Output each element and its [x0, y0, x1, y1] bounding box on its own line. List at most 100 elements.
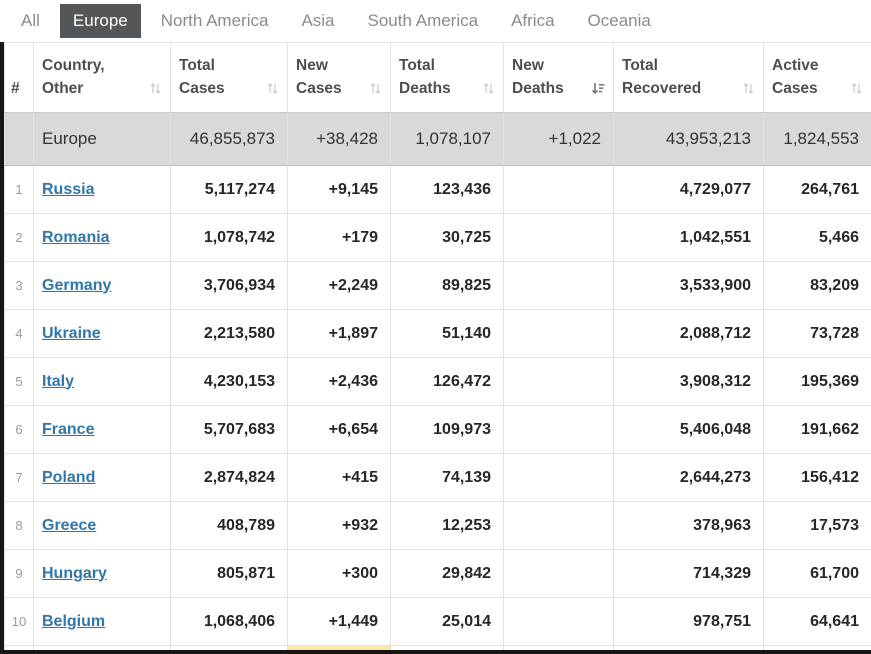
total-deaths-cell: 126,472 [390, 357, 504, 406]
total-recovered-cell: 2,644,273 [613, 453, 764, 502]
tab-all[interactable]: All [21, 11, 40, 30]
col-header-new-cases[interactable]: New Cases [287, 42, 391, 113]
country-row-greece: 8 Greece 408,789 +932 12,253 +35 378,963… [4, 501, 871, 550]
total-cases-cell: 5,117,274 [170, 165, 288, 214]
tab-africa[interactable]: Africa [511, 11, 555, 30]
active-cases-cell: 264,761 [763, 165, 871, 214]
country-cell: Germany [33, 261, 171, 310]
total-cases-cell: 5,707,683 [170, 405, 288, 454]
tab-south-america[interactable]: South America [367, 11, 479, 30]
new-deaths-cell: +24 [503, 549, 614, 598]
new-cases-cell: +6,654 [287, 405, 391, 454]
stats-table-wrap: # Country, Other Total Cases [0, 42, 871, 650]
col-header-total-cases[interactable]: Total Cases [170, 42, 288, 113]
sort-icon[interactable] [149, 82, 162, 95]
active-cases-cell: 61,700 [763, 549, 871, 598]
col-header-total-recovered[interactable]: Total Recovered [613, 42, 764, 113]
country-row-romania: 2 Romania 1,078,742 +179 30,725 +113 1,0… [4, 213, 871, 262]
active-cases-cell: 191,662 [763, 405, 871, 454]
tab-north-america[interactable]: North America [160, 11, 269, 30]
rank-cell: 6 [4, 405, 34, 454]
col-header-new-deaths[interactable]: New Deaths [503, 42, 614, 113]
total-deaths-cell: 74,139 [390, 453, 504, 502]
total-recovered-cell: 978,751 [613, 597, 764, 646]
total-cases-cell: 2,213,580 [170, 309, 288, 358]
country-cell: France [33, 405, 171, 454]
country-row-italy: 5 Italy 4,230,153 +2,436 126,472 +57 3,9… [4, 357, 871, 406]
rank-cell: 5 [4, 357, 34, 406]
new-cases-cell: +932 [287, 501, 391, 550]
total-cases-cell: 2,874,824 [170, 453, 288, 502]
sort-icon[interactable] [369, 82, 382, 95]
sort-icon[interactable] [850, 82, 863, 95]
rank-cell: 8 [4, 501, 34, 550]
total-deaths-cell: 51,140 [390, 309, 504, 358]
total-recovered-cell: 5,406,048 [613, 405, 764, 454]
tab-asia[interactable]: Asia [301, 11, 335, 30]
header-row: # Country, Other Total Cases [4, 42, 871, 113]
total-recovered-cell: 1,042,551 [613, 213, 764, 262]
active-cases-cell: 195,369 [763, 357, 871, 406]
col-header-active-cases[interactable]: Active Cases [763, 42, 871, 113]
total-cases-cell: 46,855,873 [170, 112, 288, 166]
country-link[interactable]: Hungary [42, 564, 107, 582]
total-recovered-cell: 3,908,312 [613, 357, 764, 406]
active-cases-cell: 64,641 [763, 597, 871, 646]
total-deaths-cell: 1,078,107 [390, 112, 504, 166]
total-recovered-cell: 3,533,900 [613, 261, 764, 310]
active-cases-cell: 5,466 [763, 213, 871, 262]
clipped-next-row [4, 645, 871, 650]
country-link[interactable]: France [42, 420, 95, 438]
total-cases-cell: 3,706,934 [170, 261, 288, 310]
country-row-belgium: 10 Belgium 1,068,406 +1,449 25,014 +19 9… [4, 597, 871, 646]
country-cell: Ukraine [33, 309, 171, 358]
new-cases-cell: +415 [287, 453, 391, 502]
country-row-germany: 3 Germany 3,706,934 +2,249 89,825 +92 3,… [4, 261, 871, 310]
active-cases-cell: 1,824,553 [763, 112, 871, 166]
country-row-france: 6 France 5,707,683 +6,654 109,973 +57 5,… [4, 405, 871, 454]
country-row-russia: 1 Russia 5,117,274 +9,145 123,436 +399 4… [4, 165, 871, 214]
col-header-rank: # [4, 42, 34, 113]
country-link[interactable]: Russia [42, 180, 95, 198]
new-cases-cell: +1,449 [287, 597, 391, 646]
country-cell: Poland [33, 453, 171, 502]
new-cases-cell: +38,428 [287, 112, 391, 166]
summary-row-europe: Europe 46,855,873 +38,428 1,078,107 +1,0… [4, 112, 871, 166]
sort-icon[interactable] [266, 82, 279, 95]
country-link[interactable]: Germany [42, 276, 112, 294]
total-deaths-cell: 89,825 [390, 261, 504, 310]
rank-cell: 4 [4, 309, 34, 358]
new-deaths-cell: +86 [503, 309, 614, 358]
country-link[interactable]: Ukraine [42, 324, 101, 342]
total-cases-cell: 1,068,406 [170, 597, 288, 646]
country-link[interactable]: Poland [42, 468, 96, 486]
tab-europe[interactable]: Europe [59, 4, 141, 38]
new-cases-cell: +9,145 [287, 165, 391, 214]
country-link[interactable]: Romania [42, 228, 110, 246]
total-cases-cell: 408,789 [170, 501, 288, 550]
new-deaths-cell: +399 [503, 165, 614, 214]
new-cases-cell: +1,897 [287, 309, 391, 358]
total-deaths-cell: 25,014 [390, 597, 504, 646]
active-cases-cell: 73,728 [763, 309, 871, 358]
country-link[interactable]: Belgium [42, 612, 106, 630]
rank-cell: 1 [4, 165, 34, 214]
col-header-total-deaths[interactable]: Total Deaths [390, 42, 504, 113]
active-cases-cell: 156,412 [763, 453, 871, 502]
country-link[interactable]: Greece [42, 516, 97, 534]
new-cases-cell: +179 [287, 213, 391, 262]
country-cell: Greece [33, 501, 171, 550]
tab-oceania[interactable]: Oceania [587, 11, 651, 30]
total-deaths-cell: 30,725 [390, 213, 504, 262]
col-header-country[interactable]: Country, Other [33, 42, 171, 113]
new-deaths-cell: +92 [503, 261, 614, 310]
sort-desc-icon[interactable] [591, 82, 605, 95]
new-cases-cell: +300 [287, 549, 391, 598]
rank-cell: 3 [4, 261, 34, 310]
continent-tabs: All Europe North America Asia South Amer… [0, 0, 871, 42]
new-cases-cell: +2,249 [287, 261, 391, 310]
country-link[interactable]: Italy [42, 372, 75, 390]
sort-icon[interactable] [482, 82, 495, 95]
sort-icon[interactable] [742, 82, 755, 95]
